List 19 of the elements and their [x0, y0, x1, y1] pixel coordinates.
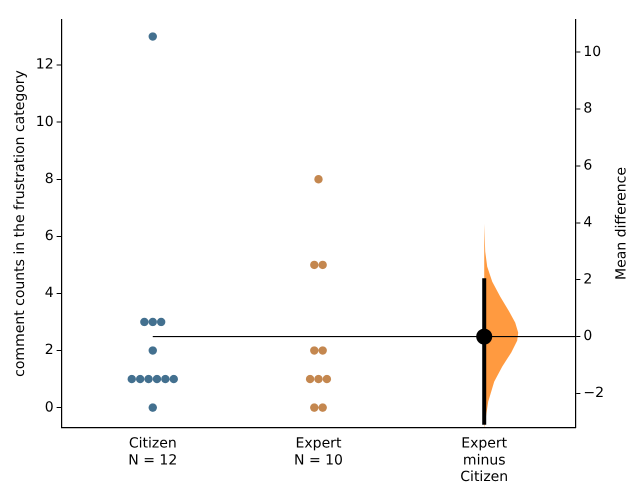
- x-tick-label: Expert N = 10: [294, 436, 343, 468]
- y-tick-label: 4: [44, 285, 54, 302]
- y2-tick-label: −2: [583, 385, 604, 402]
- y2-tick-label: 8: [583, 100, 592, 117]
- y-tick-label: 10: [36, 114, 54, 130]
- y2-tick-label: 4: [583, 214, 592, 230]
- y2-tick-label: 6: [583, 158, 592, 174]
- y-tick-label: 6: [44, 228, 54, 244]
- y-tick-label: 2: [44, 342, 54, 358]
- y2-tick-label: 2: [583, 271, 592, 288]
- x-tick-label: Citizen N = 12: [128, 436, 178, 468]
- y-tick-label: 12: [36, 56, 54, 73]
- y2-axis-title: Mean difference: [614, 167, 630, 280]
- y2-tick-label: 10: [583, 44, 602, 60]
- y2-tick-label: 0: [583, 328, 592, 344]
- y-axis-title: comment counts in the frustration category: [12, 70, 28, 377]
- x-tick-label: Expert minus Citizen: [460, 436, 508, 486]
- y-tick-label: 0: [44, 399, 54, 416]
- y-tick-label: 8: [44, 170, 54, 187]
